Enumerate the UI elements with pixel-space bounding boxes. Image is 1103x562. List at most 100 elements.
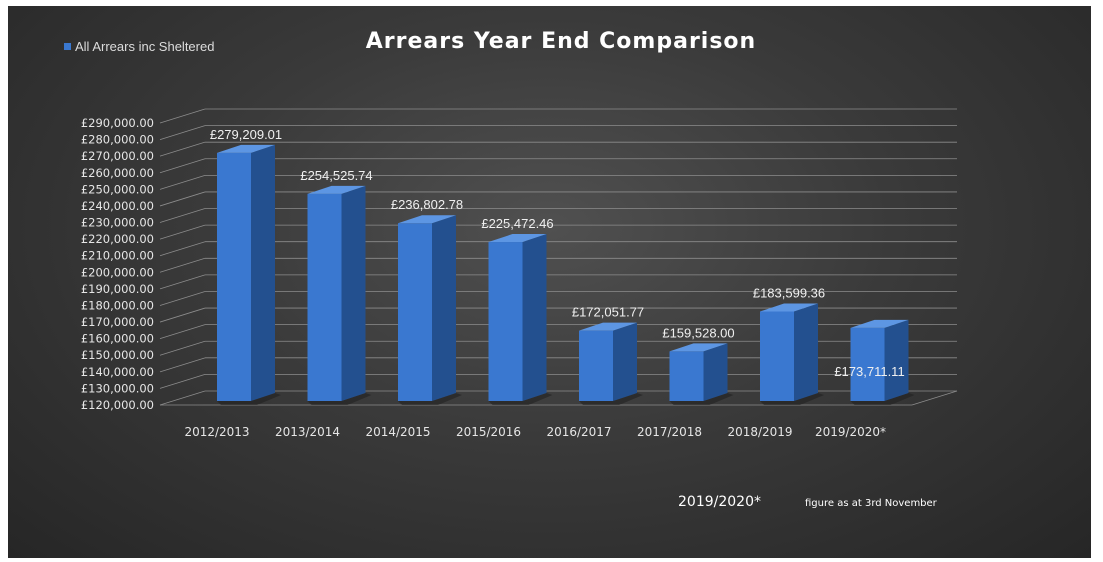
bar-shadow (398, 393, 462, 405)
data-label: £183,599.36 (753, 285, 825, 300)
data-label: £279,209.01 (210, 127, 282, 142)
footnote: 2019/2020* figure as at 3rd November (678, 494, 938, 510)
bars (217, 144, 915, 405)
bar (488, 234, 553, 405)
bar-side (884, 319, 909, 401)
y-tick-label: £220,000.00 (81, 232, 154, 246)
grid-line-diagonal (159, 274, 206, 290)
bar-front (850, 327, 885, 401)
y-tick-label: £200,000.00 (81, 265, 154, 279)
grid-line-diagonal (159, 324, 206, 340)
bar-side (251, 144, 275, 402)
data-label: £159,528.00 (662, 325, 734, 340)
legend-entry: All Arrears inc Sheltered (75, 39, 214, 54)
bar-side (703, 343, 728, 401)
y-tick-label: £290,000.00 (81, 116, 154, 130)
legend: All Arrears inc Sheltered (64, 39, 214, 54)
y-tick-label: £250,000.00 (81, 182, 154, 196)
y-tick-label: £270,000.00 (81, 149, 154, 163)
x-category-label: 2019/2020* (815, 425, 886, 439)
y-tick-label: £170,000.00 (81, 315, 154, 329)
data-label: £225,472.46 (481, 216, 553, 231)
bar-side (341, 185, 366, 401)
grid-line-diagonal (159, 125, 206, 140)
bar-front (669, 351, 704, 401)
grid-line-diagonal (159, 174, 206, 190)
bar (307, 185, 372, 405)
bar-top (579, 322, 637, 331)
x-axis-categories: 2012/2013 2013/2014 2014/2015 2015/2016 2016… (184, 425, 886, 439)
bar-shadow (850, 393, 915, 405)
bar-shadow (669, 393, 734, 405)
grid-line-diagonal (159, 241, 206, 257)
footnote-marker: 2019/2020* (678, 494, 761, 510)
x-category-label: 2015/2016 (456, 425, 521, 439)
y-tick-label: £280,000.00 (81, 133, 154, 147)
grid-line-diagonal (159, 158, 206, 174)
grid-line-diagonal (159, 257, 206, 273)
y-tick-label: £190,000.00 (81, 282, 154, 296)
x-category-label: 2012/2013 (184, 425, 249, 439)
data-label: £172,051.77 (572, 305, 644, 320)
floor-edge-right (911, 390, 958, 406)
bar-shadow (579, 393, 643, 405)
bar-front (217, 152, 251, 401)
bar-top (850, 319, 909, 328)
bar (669, 343, 734, 405)
bar-front (398, 223, 432, 401)
bar-shadow (307, 393, 372, 405)
y-tick-label: £120,000.00 (81, 398, 154, 412)
bar-top (398, 215, 456, 224)
bar-top (760, 303, 818, 312)
legend-swatch (64, 43, 71, 50)
grid-line-diagonal (159, 208, 206, 223)
y-tick-label: £260,000.00 (81, 166, 154, 180)
x-category-label: 2017/2018 (637, 425, 702, 439)
grid-line-diagonal (159, 108, 206, 124)
grid-line-diagonal (159, 374, 206, 389)
bar-front (760, 311, 794, 401)
bar-side (794, 303, 818, 401)
x-category-label: 2016/2017 (546, 425, 611, 439)
data-label: £236,802.78 (391, 197, 463, 212)
bar-top (217, 144, 275, 153)
chart-title: Arrears Year End Comparison (366, 29, 756, 54)
bar-front (488, 242, 523, 401)
y-tick-label: £160,000.00 (81, 332, 154, 346)
y-axis-ticks: £120,000.00 £130,000.00 £140,000.00 £150,00… (81, 116, 154, 412)
bar (760, 303, 824, 405)
x-category-label: 2014/2015 (365, 425, 430, 439)
bar-shadow (217, 393, 281, 405)
grid-lines (159, 108, 958, 406)
y-tick-label: £140,000.00 (81, 365, 154, 379)
grid-line-diagonal (159, 141, 206, 157)
bar-side (432, 215, 456, 401)
bar-top (307, 185, 366, 194)
grid-line-diagonal (159, 224, 206, 240)
bar-side (522, 234, 547, 401)
data-labels: £279,209.01 £254,525.74 £236,802.78 £225,47… (210, 127, 905, 379)
y-tick-label: £150,000.00 (81, 348, 154, 362)
bar-front (579, 330, 613, 401)
bar-shadow (488, 393, 553, 405)
grid-line-diagonal (159, 390, 206, 406)
bar-side (613, 322, 637, 401)
bar (217, 144, 281, 405)
footnote-text: figure as at 3rd November (805, 498, 938, 509)
x-category-label: 2018/2019 (727, 425, 792, 439)
bar (850, 319, 915, 405)
chart-background (8, 6, 1091, 558)
grid-line-diagonal (159, 191, 206, 207)
bar-front (307, 193, 342, 401)
grid-line-diagonal (159, 307, 206, 323)
y-tick-label: £180,000.00 (81, 298, 154, 312)
data-label: £173,711.11 (834, 364, 904, 379)
bar (398, 215, 462, 405)
bar-top (488, 234, 547, 243)
grid-line-diagonal (159, 340, 206, 356)
grid-line-diagonal (159, 291, 206, 306)
data-label: £254,525.74 (300, 168, 372, 183)
bar (579, 322, 643, 405)
x-category-label: 2013/2014 (275, 425, 340, 439)
y-tick-label: £240,000.00 (81, 199, 154, 213)
